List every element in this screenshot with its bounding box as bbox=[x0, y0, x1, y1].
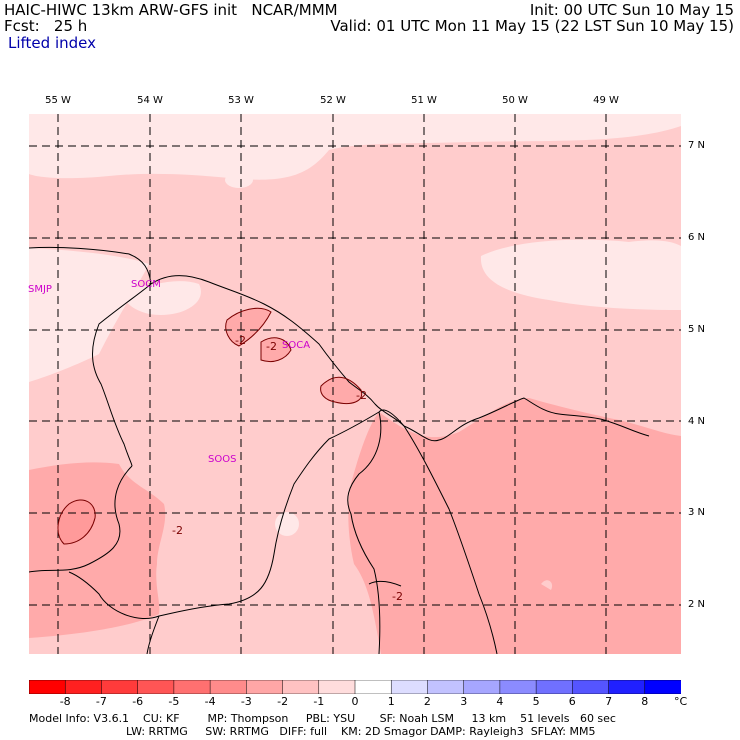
lat-label: 6 N bbox=[688, 232, 706, 243]
colorbar-segment bbox=[29, 680, 66, 694]
lat-label: 7 N bbox=[688, 140, 706, 151]
fill-pale bbox=[275, 512, 299, 536]
fill-pale bbox=[29, 114, 681, 180]
contour-label: -2 bbox=[356, 389, 367, 402]
colorbar-unit: °C bbox=[674, 695, 688, 708]
lat-label: 5 N bbox=[688, 324, 706, 335]
colorbar-segment bbox=[572, 680, 610, 694]
colorbar-tick-label: -3 bbox=[240, 695, 252, 708]
contour-label: -2 bbox=[172, 524, 183, 537]
station-label: SMJP bbox=[28, 284, 52, 295]
colorbar-segment bbox=[173, 680, 211, 694]
colorbar-segment bbox=[318, 680, 356, 694]
station-label: SOOS bbox=[208, 454, 237, 465]
contour-label: -2 bbox=[392, 590, 403, 603]
colorbar-segment bbox=[354, 680, 392, 694]
model-info-line2: LW: RRTMG SW: RRTMG DIFF: full KM: 2D Sm… bbox=[126, 725, 596, 738]
colorbar-tick-label: 1 bbox=[387, 695, 395, 708]
fill-pale bbox=[29, 248, 149, 382]
coastlines-borders bbox=[29, 246, 650, 654]
fill-mid bbox=[348, 398, 681, 654]
fill-mid bbox=[57, 499, 96, 544]
init-time: Init: 00 UTC Sun 10 May 15 bbox=[529, 1, 734, 19]
lon-label: 54 W bbox=[137, 95, 163, 106]
colorbar-segment bbox=[499, 680, 537, 694]
lon-label: 55 W bbox=[45, 95, 71, 106]
contour-label: -2 bbox=[235, 334, 246, 347]
forecast-hour: Fcst: 25 h bbox=[4, 17, 88, 35]
fill-pale bbox=[480, 239, 681, 310]
colorbar-tick-label: -6 bbox=[132, 695, 144, 708]
colorbar-segment bbox=[608, 680, 646, 694]
fill-mid bbox=[225, 308, 271, 346]
colorbar-tick-label: 5 bbox=[532, 695, 540, 708]
fill-mid bbox=[29, 462, 166, 638]
colorbar-segment bbox=[463, 680, 501, 694]
lon-label: 53 W bbox=[228, 95, 254, 106]
field-name: Lifted index bbox=[8, 34, 96, 52]
colorbar-segment bbox=[209, 680, 248, 694]
colorbar-segment bbox=[246, 680, 284, 694]
contour-label: -2 bbox=[266, 340, 277, 353]
lon-label: 49 W bbox=[593, 95, 619, 106]
lifted-index-map bbox=[29, 114, 681, 654]
contour-minus-2 bbox=[57, 307, 363, 545]
colorbar-tick-label: 6 bbox=[568, 695, 576, 708]
lat-label: 4 N bbox=[688, 416, 706, 427]
colorbar-tick-label: -5 bbox=[168, 695, 180, 708]
colorbar bbox=[29, 680, 681, 694]
station-label: SOCA bbox=[282, 340, 311, 351]
colorbar-tick-label: -1 bbox=[313, 695, 325, 708]
colorbar-tick-label: 4 bbox=[496, 695, 504, 708]
colorbar-tick-label: 2 bbox=[423, 695, 431, 708]
valid-time: Valid: 01 UTC Mon 11 May 15 (22 LST Sun … bbox=[330, 17, 734, 35]
colorbar-segment bbox=[64, 680, 103, 694]
colorbar-segment bbox=[282, 680, 320, 694]
colorbar-tick-label: -7 bbox=[95, 695, 107, 708]
colorbar-segment bbox=[137, 680, 175, 694]
fill-light bbox=[541, 580, 553, 590]
colorbar-tick-label: 7 bbox=[605, 695, 613, 708]
colorbar-tick-label: 3 bbox=[460, 695, 468, 708]
fill-mid bbox=[261, 337, 291, 362]
colorbar-segment bbox=[644, 680, 681, 694]
fill-pale bbox=[225, 172, 253, 188]
colorbar-segment bbox=[427, 680, 465, 694]
model-info-line1: Model Info: V3.6.1 CU: KF MP: Thompson P… bbox=[29, 712, 616, 725]
lat-label: 3 N bbox=[688, 507, 706, 518]
lon-label: 52 W bbox=[320, 95, 346, 106]
colorbar-segment bbox=[390, 680, 429, 694]
colorbar-tick-label: 0 bbox=[351, 695, 359, 708]
colorbar-tick-label: -2 bbox=[277, 695, 289, 708]
lon-label: 51 W bbox=[411, 95, 437, 106]
station-label: SOCM bbox=[131, 279, 161, 290]
colorbar-tick-label: 8 bbox=[641, 695, 649, 708]
colorbar-segment bbox=[535, 680, 574, 694]
colorbar-tick-label: -4 bbox=[204, 695, 216, 708]
fill-pale bbox=[119, 281, 201, 315]
colorbar-segment bbox=[101, 680, 139, 694]
lon-label: 50 W bbox=[502, 95, 528, 106]
model-title: HAIC-HIWC 13km ARW-GFS init NCAR/MMM bbox=[4, 1, 338, 19]
lat-lon-grid bbox=[29, 114, 681, 654]
lat-label: 2 N bbox=[688, 599, 706, 610]
colorbar-tick-label: -8 bbox=[59, 695, 71, 708]
